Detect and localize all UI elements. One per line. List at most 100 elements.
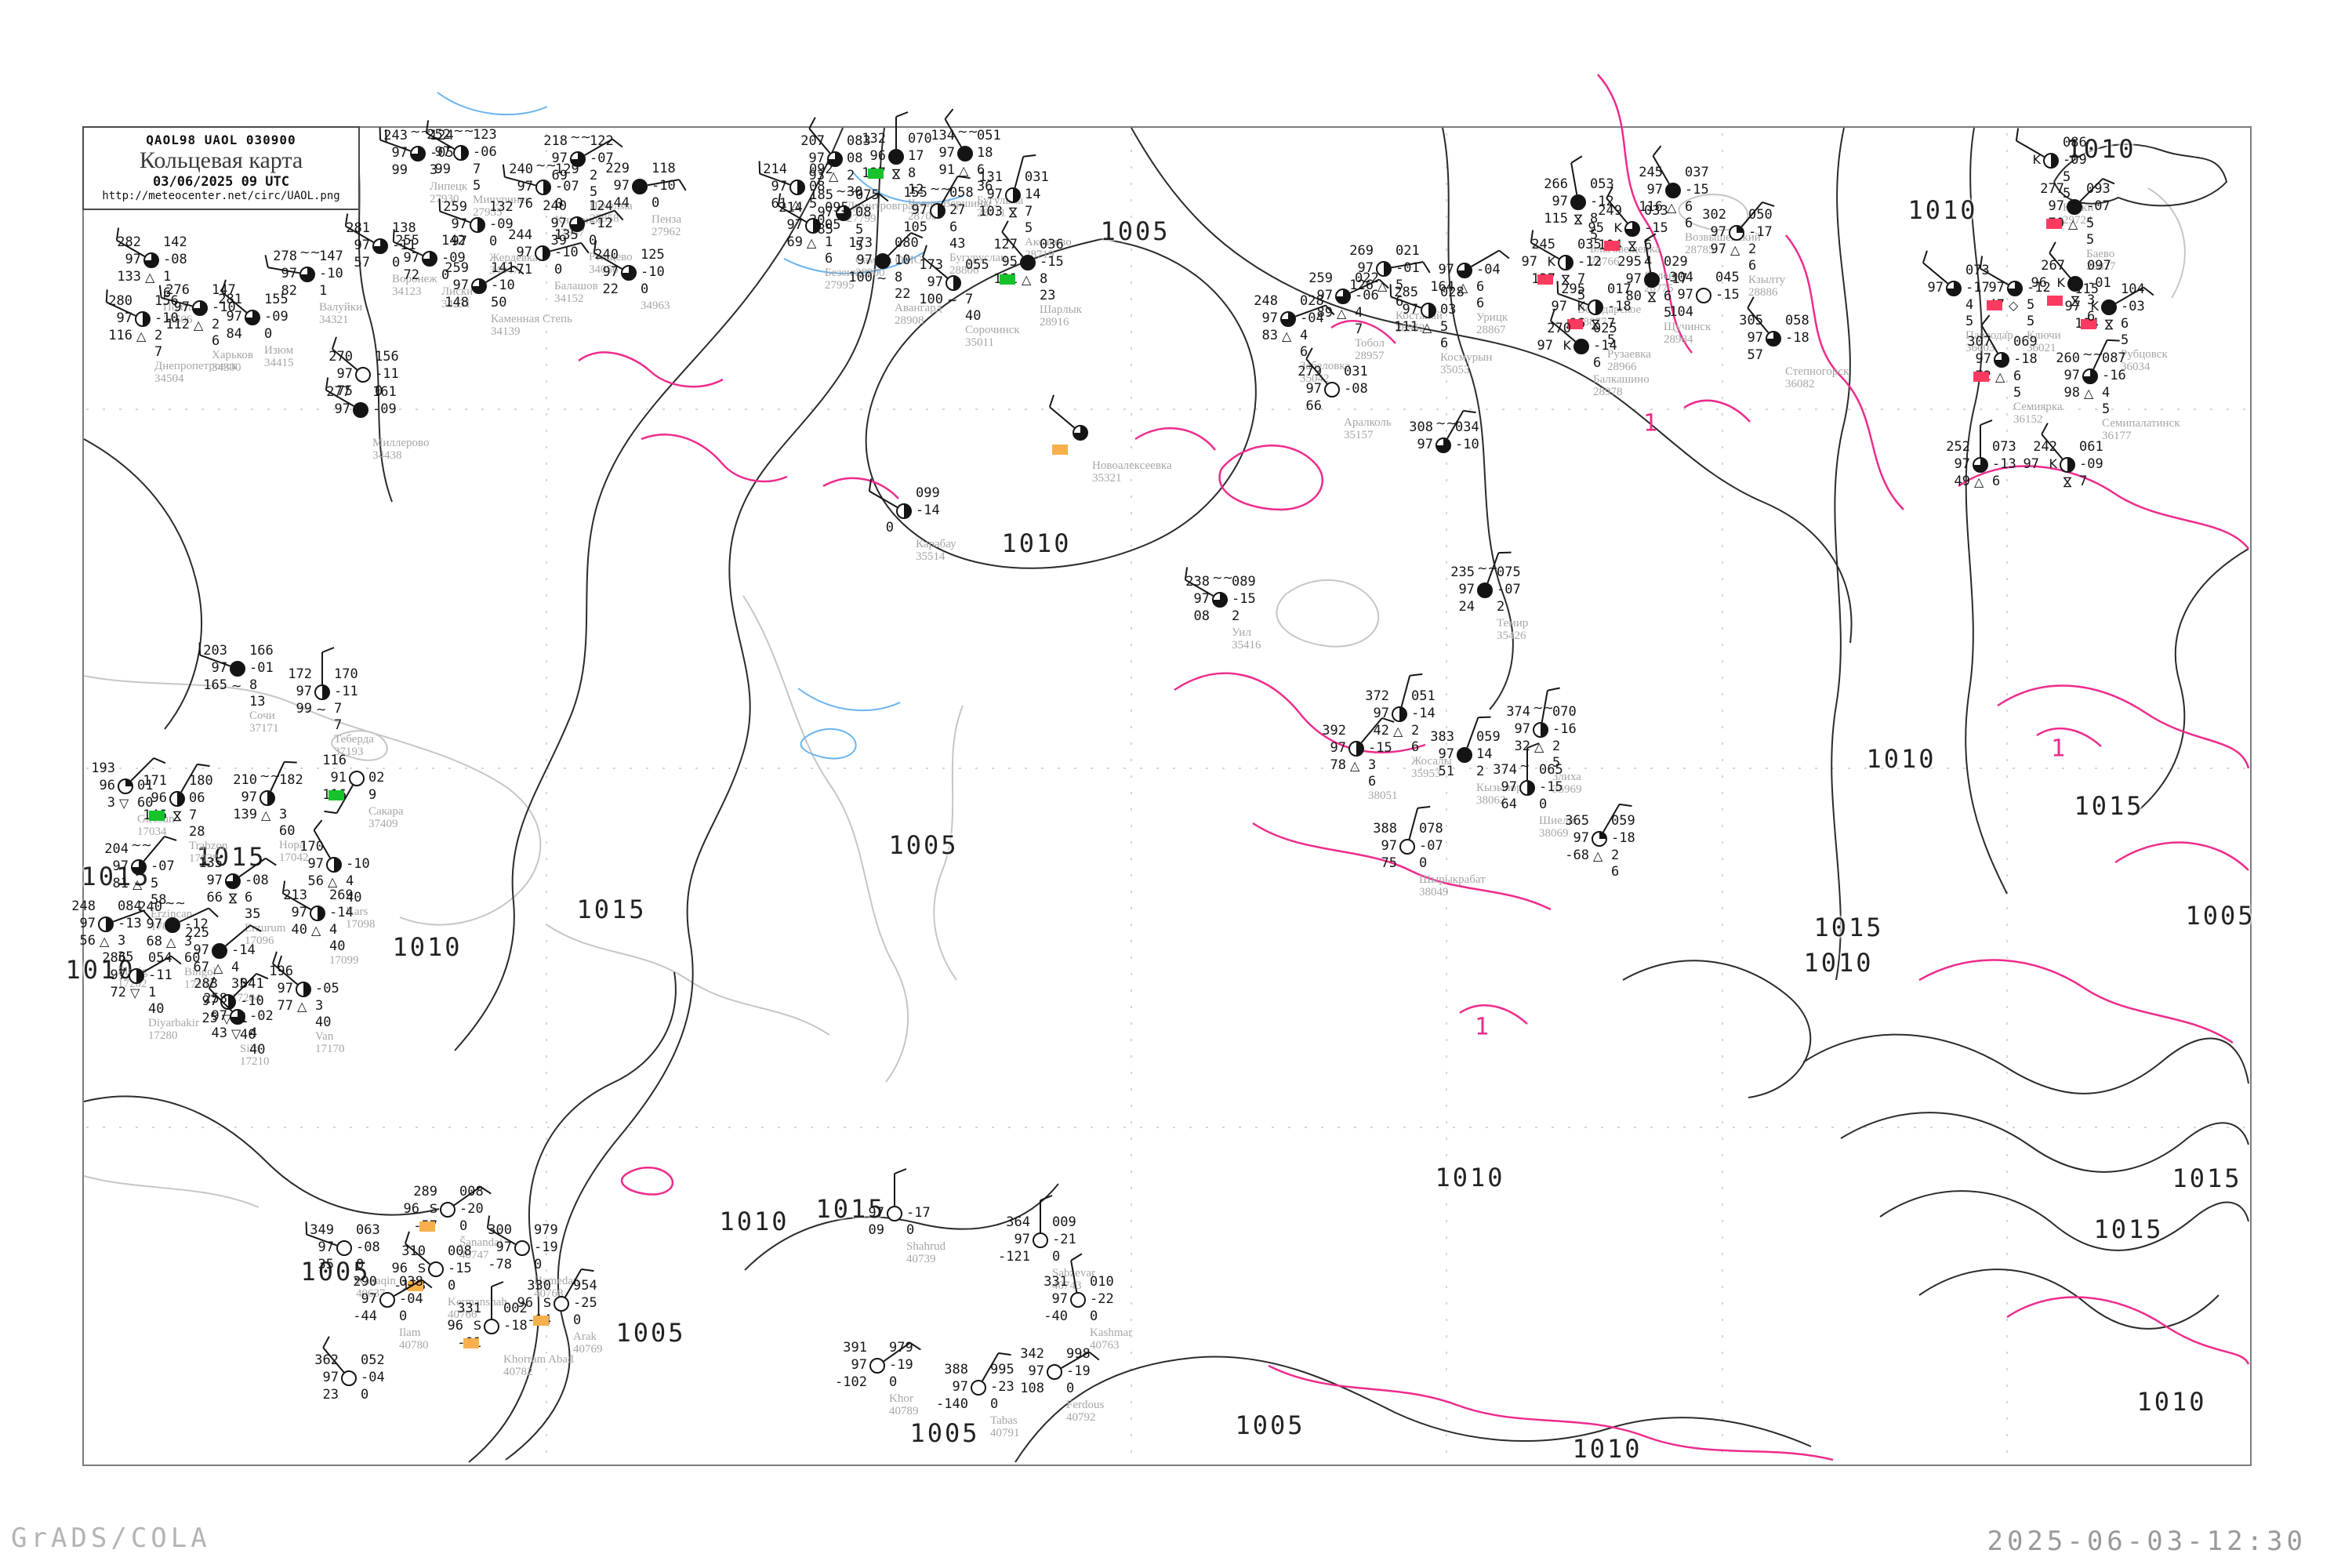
wind-barb-icon <box>344 213 374 243</box>
weather-glyph: ⋈ <box>2068 295 2083 307</box>
station-value-l: 97 <box>2064 299 2081 314</box>
cloud-cover-symbol <box>1073 425 1088 441</box>
station-value-tl: 193 <box>91 760 115 776</box>
station-value-bl: 81 <box>112 876 129 891</box>
station-value-tr: 080 <box>895 235 919 251</box>
station-value-bl: 3 <box>107 795 115 811</box>
station-value-tl: 304 <box>1669 270 1693 285</box>
precip-marker <box>463 1338 479 1348</box>
wind-barb-icon <box>485 265 524 283</box>
station-value-br: 50 <box>491 295 507 310</box>
station-value-tr: 086 <box>2063 135 2087 151</box>
station-value-tr: 059 <box>1476 729 1501 745</box>
station-value-r: -03 <box>2121 299 2145 314</box>
isobar-paths <box>83 127 2249 1463</box>
station-name: Trabzon 17038 <box>189 840 228 865</box>
station-value-bb: 6 <box>1685 216 1693 231</box>
station-value-bb: 40 <box>240 1027 256 1043</box>
station-name: Авангард 28908 <box>895 302 942 327</box>
isobar-label: 1015 <box>2074 791 2144 821</box>
cloud-cover-symbol <box>310 906 325 921</box>
station-name: Днепропетровск 34504 <box>154 360 238 385</box>
station-value-bl: 99 <box>434 162 451 177</box>
cloud-cover-symbol <box>326 857 342 873</box>
station-value-r: 14 <box>1025 187 1041 202</box>
station-name: Семиярка 36152 <box>2013 401 2063 426</box>
cloud-cover-symbol <box>349 771 365 786</box>
station-value-tl: 388 <box>1373 821 1397 837</box>
cloud-cover-symbol <box>98 916 114 932</box>
wind-barb-icon <box>1001 220 1024 257</box>
cloud-cover-symbol <box>245 310 260 325</box>
station-value-br: 0 <box>1419 855 1428 871</box>
station-value-tr: 031 <box>1025 169 1049 185</box>
cloud-cover-symbol <box>1766 331 1781 347</box>
station-value-tl: 245 <box>1531 237 1555 252</box>
station-value-r: -15 <box>1715 287 1740 303</box>
precip-marker <box>1973 372 1989 382</box>
station-value-l: 97 <box>241 789 257 805</box>
station-value-tl: 134 <box>931 128 955 143</box>
station-value-tl: 342 <box>1020 1346 1044 1362</box>
station-value-bl: -44 <box>353 1308 377 1324</box>
wind-barb-icon <box>1061 1351 1100 1369</box>
station-value-bl: 64 <box>1501 797 1517 812</box>
front-number-label: 1 <box>1642 409 1658 437</box>
station-value-br: 0 <box>906 1222 915 1238</box>
station-value-l: 97 <box>911 202 927 218</box>
isobar-label: 1005 <box>888 830 959 860</box>
weather-glyph: ◇ <box>2009 298 2019 313</box>
station-value-bl: 99 <box>296 701 312 717</box>
weather-glyph: K <box>2090 299 2100 314</box>
station-value-bl: 126 <box>1349 278 1374 293</box>
wind-barb-icon <box>1349 278 1389 294</box>
wind-barb-icon <box>491 1281 504 1319</box>
station-value-r: -19 <box>1066 1363 1091 1379</box>
station-value-bb: 40 <box>249 1042 266 1058</box>
station-value-br: 4 <box>2102 385 2111 401</box>
station-value-bb: 22 <box>895 286 911 302</box>
wind-barb-icon <box>379 127 411 152</box>
station-value-l: 97 <box>986 187 1003 202</box>
wind-barb-icon <box>325 377 354 407</box>
station-value-bl: 22 <box>602 281 619 297</box>
station-value-tl: 280 <box>108 293 132 309</box>
station-value-r: -01 <box>1396 260 1420 276</box>
wind-barb-icon <box>425 120 455 150</box>
cloud-cover-symbol <box>169 791 185 807</box>
precip-marker <box>1604 241 1620 251</box>
station-value-r: -06 <box>1355 288 1379 303</box>
station-value-tl: 131 <box>978 169 1003 185</box>
weather-glyph: △ <box>328 874 338 889</box>
station-value-tr: 038 <box>399 1274 423 1290</box>
station-value-br: 4 <box>1355 305 1363 321</box>
station-value-l: 96 <box>391 1261 408 1276</box>
station-value-tr: 025 <box>1593 321 1617 336</box>
station-value-br: 8 <box>1590 211 1599 227</box>
station-value-tr: 132 <box>489 199 514 215</box>
cloud-cover-symbol <box>225 873 241 889</box>
cloud-cover-symbol <box>314 684 330 700</box>
cloud-cover-symbol <box>165 917 180 933</box>
station-value-tl: 383 <box>1430 729 1454 745</box>
weather-glyph: ∼∼ <box>2082 347 2103 361</box>
cloud-cover-symbol <box>1436 437 1451 453</box>
cloud-cover-symbol <box>1973 457 1988 473</box>
station-value-tr: 073 <box>1965 263 1990 278</box>
station-value-bl: 51 <box>1438 764 1454 779</box>
wind-barb-icon <box>313 819 331 858</box>
cloud-cover-symbol <box>118 779 133 794</box>
weather-glyph: △ <box>136 328 147 343</box>
station-value-tr: 058 <box>1785 313 1809 328</box>
station-value-l: 97 <box>1988 280 2005 296</box>
wind-barb-icon <box>1014 154 1036 188</box>
station-value-tr: 138 <box>392 220 416 236</box>
station-value-r: -10 <box>212 299 236 315</box>
station-value-bl: 76 <box>517 196 533 212</box>
station-value-tr: 979 <box>889 1340 913 1356</box>
station-value-r: 03 <box>1440 302 1457 318</box>
station-value-r: -09 <box>441 250 466 266</box>
cloud-cover-symbol <box>570 151 586 167</box>
